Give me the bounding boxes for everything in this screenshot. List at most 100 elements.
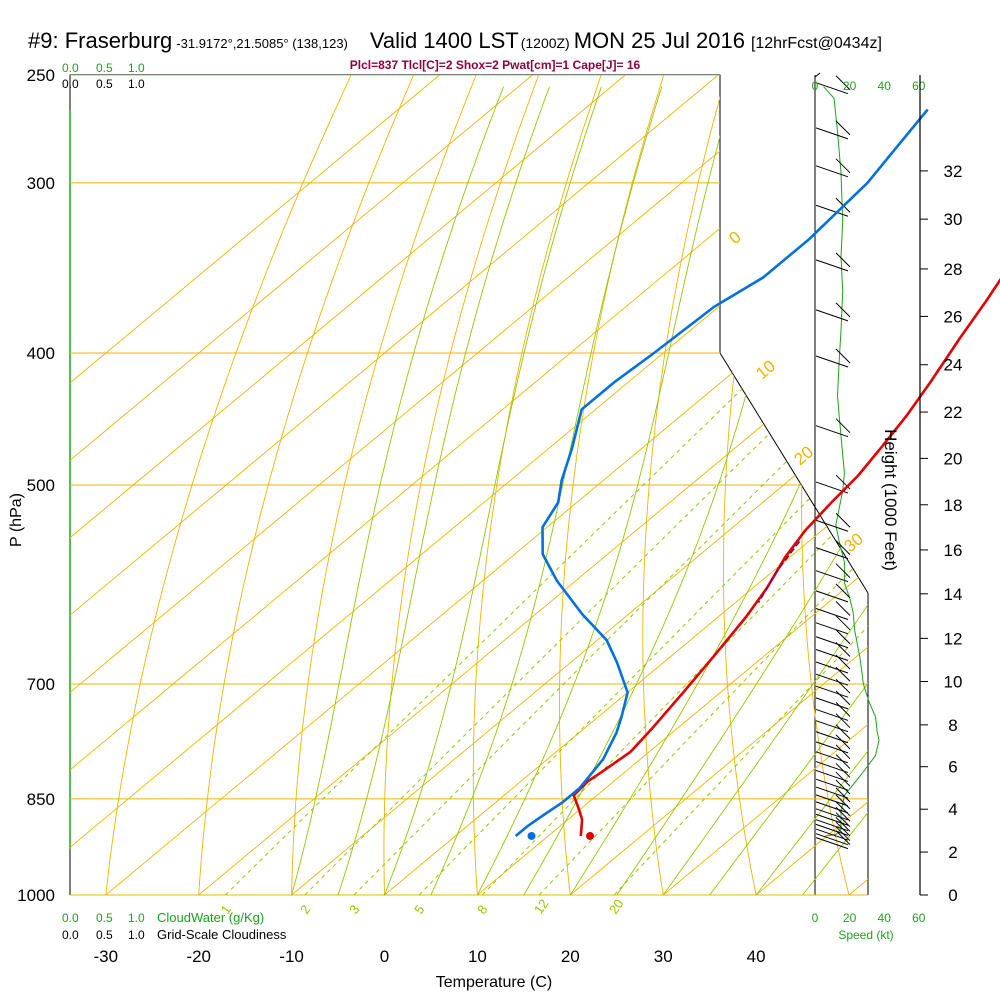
wind-barb-flag bbox=[835, 418, 851, 434]
cloudwater-bottom-tick: 0.5 bbox=[96, 911, 113, 925]
wind-barb-staff bbox=[815, 622, 849, 635]
forecast-run: [12hrFcst@0434z] bbox=[750, 35, 882, 52]
wind-barb-flag bbox=[835, 678, 851, 694]
wind-barb-flag bbox=[835, 348, 851, 364]
wind-panel-top-tick bbox=[814, 72, 821, 78]
surface-dewpoint-dot bbox=[527, 831, 536, 840]
wind-barb-staff bbox=[815, 769, 849, 782]
wind-barb-flag bbox=[835, 252, 851, 268]
wind-barb-staff bbox=[815, 786, 849, 799]
moist-adiabat-label: 20 bbox=[790, 442, 817, 469]
wind-barb-staff bbox=[815, 761, 849, 774]
pressure-tick: 250 bbox=[27, 66, 55, 85]
wind-barb-staff bbox=[815, 204, 849, 217]
height-tick: 10 bbox=[944, 672, 963, 691]
height-tick: 30 bbox=[944, 210, 963, 229]
mixing-ratio-label: 8 bbox=[474, 902, 490, 917]
pressure-tick: 300 bbox=[27, 174, 55, 193]
wind-barb-flag bbox=[835, 120, 851, 136]
speed-tick-bottom: 0 bbox=[812, 911, 819, 925]
wind-barb-flag bbox=[835, 512, 851, 528]
moist-adiabat-label: 0 bbox=[725, 227, 744, 248]
cloudwater-top-tick: 1.0 bbox=[128, 61, 145, 75]
cloudiness-bottom-tick: 0.0 bbox=[62, 928, 79, 942]
pressure-tick: 700 bbox=[27, 675, 55, 694]
wind-barb-staff bbox=[815, 751, 849, 764]
temperature-tick: 30 bbox=[654, 947, 673, 966]
wind-barb-flag bbox=[835, 615, 851, 631]
height-tick: 24 bbox=[944, 356, 963, 375]
wind-barb-staff bbox=[815, 819, 849, 832]
isotherm bbox=[198, 75, 868, 895]
cloudwater-bottom-tick: 0.0 bbox=[62, 911, 79, 925]
wind-barb-flag bbox=[835, 158, 851, 174]
isotherm bbox=[848, 75, 868, 895]
temperature-tick: 10 bbox=[468, 947, 487, 966]
height-tick: 22 bbox=[944, 403, 963, 422]
pressure-axis-label: P (hPa) bbox=[8, 493, 25, 547]
cloudiness-top-tick: 1.0 bbox=[128, 77, 145, 91]
wind-barb-staff bbox=[815, 82, 849, 95]
moist-adiabat-label: 10 bbox=[752, 356, 779, 383]
speed-tick-top: 20 bbox=[843, 79, 857, 93]
wind-barb-staff bbox=[815, 127, 849, 140]
wind-barb-flag bbox=[835, 794, 851, 810]
isotherm bbox=[105, 75, 868, 895]
isotherm bbox=[70, 75, 812, 895]
speed-tick-top: 60 bbox=[912, 79, 926, 93]
wind-barb-staff bbox=[815, 673, 849, 686]
mixing-ratio-line bbox=[353, 352, 868, 895]
moist-adiabat-label: 30 bbox=[840, 529, 867, 556]
wind-barb-flag bbox=[835, 744, 851, 760]
isotherm bbox=[477, 75, 868, 895]
wind-barb-staff bbox=[815, 708, 849, 721]
moist-adiabat bbox=[755, 86, 868, 895]
mixing-ratio-label: 3 bbox=[346, 902, 362, 917]
moist-adiabat bbox=[662, 86, 868, 895]
isotherm bbox=[291, 75, 868, 895]
wind-barb-staff bbox=[815, 794, 849, 807]
temperature-axis-label: Temperature (C) bbox=[436, 974, 552, 991]
isotherm bbox=[70, 75, 719, 895]
wind-barb-staff bbox=[815, 697, 849, 710]
height-axis-label: Height (1000 Feet) bbox=[881, 429, 900, 571]
wind-barb-staff bbox=[815, 801, 849, 814]
height-tick: 32 bbox=[944, 162, 963, 181]
moist-adiabat bbox=[337, 86, 550, 895]
speed-axis-label: Speed (kt) bbox=[838, 928, 893, 942]
moist-adiabat bbox=[709, 86, 868, 895]
wind-barb-staff bbox=[815, 833, 849, 846]
dry-adiabat bbox=[559, 75, 665, 895]
wind-speed-line bbox=[823, 86, 880, 837]
wind-barb-staff bbox=[815, 608, 849, 620]
mixing-ratio-line bbox=[225, 352, 780, 895]
height-tick: 18 bbox=[944, 496, 963, 515]
wind-barb-flag bbox=[835, 817, 851, 832]
dry-adiabat bbox=[291, 75, 477, 895]
wind-barb-staff bbox=[815, 309, 849, 322]
wind-barb-flag bbox=[835, 540, 851, 555]
isotherm bbox=[70, 75, 626, 895]
wind-barb-staff bbox=[815, 731, 849, 744]
height-tick: 6 bbox=[948, 758, 957, 777]
wind-barb-staff bbox=[815, 259, 849, 272]
height-tick: 8 bbox=[948, 716, 957, 735]
height-tick: 28 bbox=[944, 260, 963, 279]
wind-barb-staff bbox=[815, 547, 849, 560]
temperature-tick: -10 bbox=[279, 947, 304, 966]
pressure-tick: 1000 bbox=[17, 886, 55, 905]
moist-adiabat bbox=[476, 86, 735, 895]
temperature-tick: -30 bbox=[94, 947, 119, 966]
moist-adiabat bbox=[430, 86, 663, 895]
wind-barb-flag bbox=[835, 690, 851, 706]
wind-barb-staff bbox=[815, 570, 849, 583]
wind-barb-flag bbox=[835, 801, 851, 817]
station-name: #9: Fraserburg bbox=[28, 28, 173, 53]
wind-barb-flag bbox=[835, 734, 851, 750]
height-tick: 2 bbox=[948, 843, 957, 862]
utc-time: (1200Z) bbox=[520, 35, 570, 51]
dry-adiabat bbox=[198, 75, 415, 895]
cloudwater-bottom-tick: 1.0 bbox=[128, 911, 145, 925]
wind-barb-staff bbox=[815, 355, 849, 368]
